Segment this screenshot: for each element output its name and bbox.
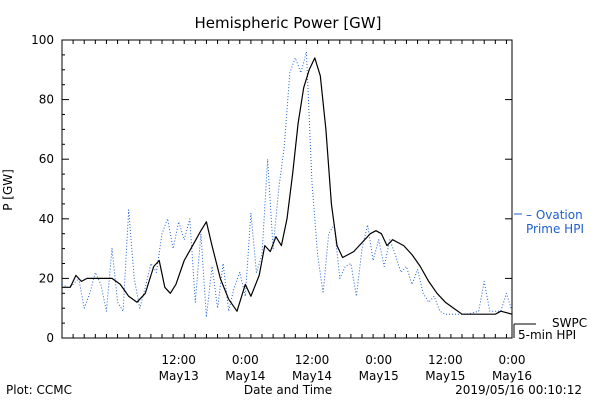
y-tick-label: 40 (39, 212, 54, 226)
plot-credit: Plot: CCMC (6, 383, 72, 397)
y-tick-label: 0 (46, 331, 54, 345)
x-tick-label-time: 0:00 (232, 353, 259, 367)
x-tick-label-date: May13 (159, 369, 199, 383)
y-tick-labels: 0 20 40 60 80 100 (31, 33, 54, 345)
x-tick-labels: 12:00 May13 0:00 May14 12:00 May14 0:00 May15 12… (159, 353, 532, 383)
x-tick-label-date: May16 (492, 369, 532, 383)
x-tick-label-date: May14 (225, 369, 265, 383)
y-tick-label: 60 (39, 152, 54, 166)
x-tick-label-date: May15 (425, 369, 465, 383)
legend-swpc-line2: 5-min HPI (518, 328, 576, 342)
legend-ovation-line2: Prime HPI (526, 222, 584, 236)
chart-title: Hemispheric Power [GW] (195, 14, 382, 32)
x-tick-label-date: May14 (292, 369, 332, 383)
y-tick-label: 80 (39, 93, 54, 107)
x-tick-label-time: 12:00 (295, 353, 330, 367)
y-tick-label: 20 (39, 271, 54, 285)
x-tick-label-time: 12:00 (428, 353, 463, 367)
axis-ticks (61, 39, 512, 339)
x-axis-label: Date and Time (244, 383, 332, 397)
plot-timestamp: 2019/05/16 00:10:12 (455, 383, 582, 397)
x-tick-label-date: May15 (359, 369, 399, 383)
series-layer (61, 51, 513, 318)
series-swpc-line (62, 57, 513, 315)
x-tick-label-time: 0:00 (499, 353, 526, 367)
y-tick-label: 100 (31, 33, 54, 47)
x-tick-label-time: 0:00 (365, 353, 392, 367)
legend-ovation-line1: – Ovation (526, 208, 583, 222)
y-axis-label: P [GW] (1, 169, 15, 211)
series-ovation-prime-line (61, 51, 513, 318)
x-tick-label-time: 12:00 (161, 353, 196, 367)
legend-swpc-line1: SWPC (552, 316, 587, 330)
